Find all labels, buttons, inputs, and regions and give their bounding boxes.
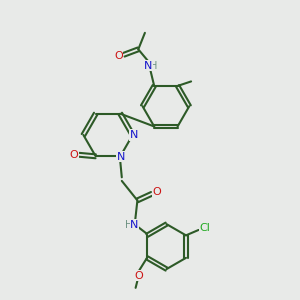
Text: N: N	[144, 61, 152, 70]
Text: H: H	[125, 220, 132, 230]
Text: Cl: Cl	[200, 224, 211, 233]
Text: N: N	[130, 220, 139, 230]
Text: N: N	[130, 130, 138, 140]
Text: N: N	[117, 152, 125, 162]
Text: H: H	[150, 61, 157, 70]
Text: O: O	[134, 271, 143, 281]
Text: O: O	[114, 51, 123, 61]
Text: O: O	[69, 150, 78, 160]
Text: O: O	[153, 187, 162, 197]
